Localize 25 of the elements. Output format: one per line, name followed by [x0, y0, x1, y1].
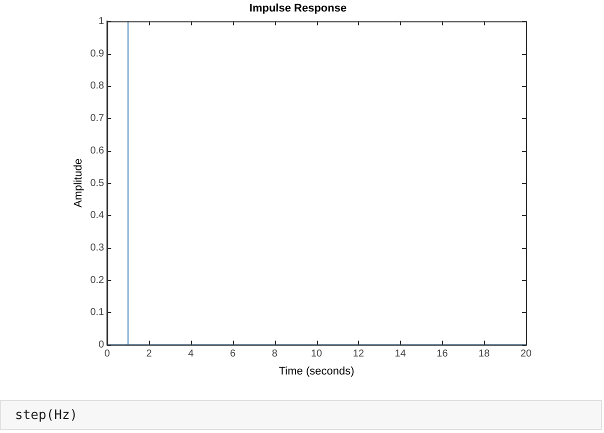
x-tick-label: 8 — [272, 348, 278, 360]
x-tick-label: 20 — [520, 348, 532, 360]
x-tick-label: 6 — [230, 348, 236, 360]
y-tick-label: 0.9 — [90, 48, 105, 60]
x-axis-title: Time (seconds) — [278, 365, 354, 378]
y-axis-title: Amplitude — [72, 158, 85, 208]
x-tick-label: 12 — [352, 348, 364, 360]
y-tick-label: 0.8 — [90, 80, 105, 92]
y-tick-label: 1 — [98, 16, 105, 27]
x-tick-label: 14 — [394, 348, 406, 360]
x-tick-label: 10 — [310, 348, 323, 360]
y-tick-label: 0.7 — [90, 113, 105, 124]
x-tick-label: 4 — [188, 348, 194, 360]
x-tick-label: 2 — [146, 348, 152, 360]
y-tick-label: 0.3 — [90, 242, 105, 254]
y-tick-label: 0.1 — [90, 307, 105, 318]
x-tick-label: 18 — [478, 348, 490, 360]
text: step(Hz) — [0, 400, 602, 430]
y-tick-label: 0.5 — [90, 178, 105, 189]
y-tick-label: 0.2 — [90, 274, 105, 286]
y-tick-label: 0.6 — [90, 145, 105, 156]
y-tick-label: 0 — [98, 340, 105, 351]
x-tick-label: 16 — [436, 348, 448, 360]
chart-title: Impulse Response — [249, 2, 347, 15]
y-tick-label: 0.4 — [90, 210, 105, 222]
